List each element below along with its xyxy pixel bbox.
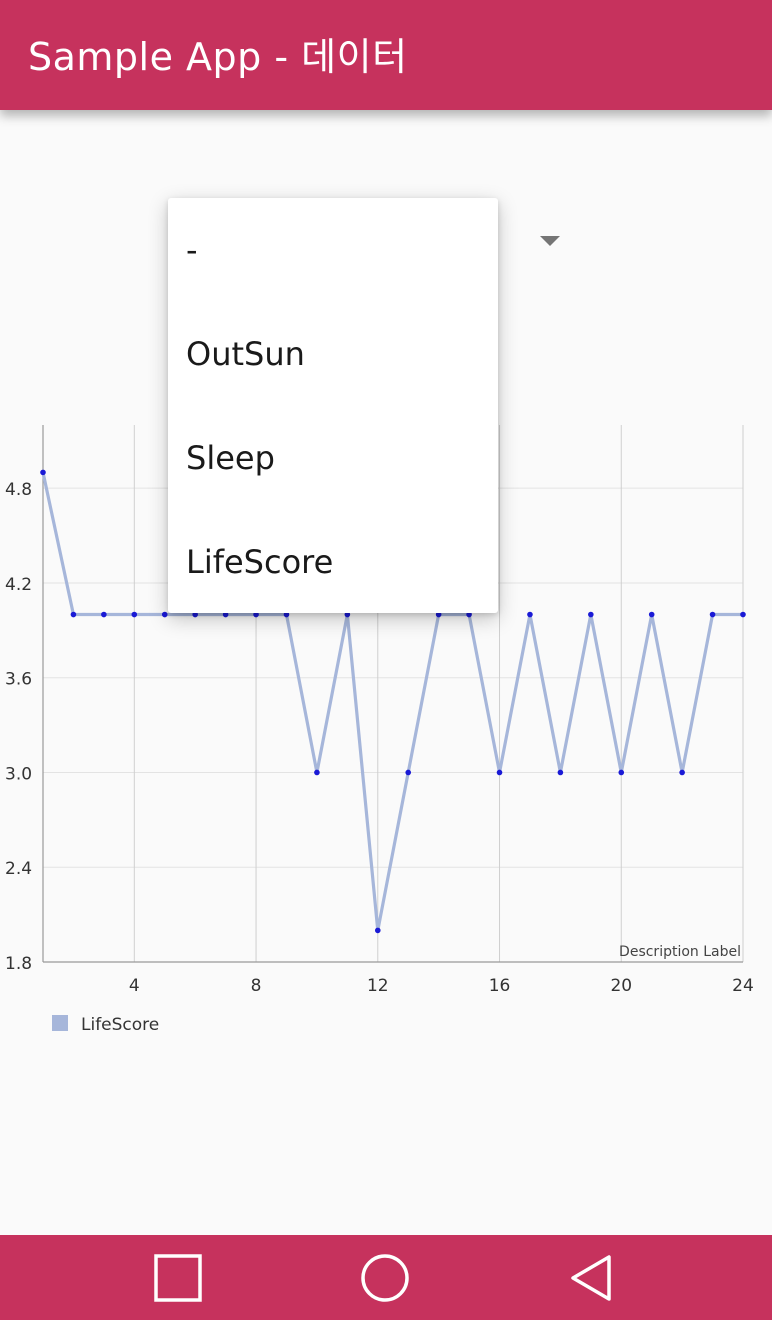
dropdown-option-sleep[interactable]: Sleep — [186, 439, 275, 477]
x-tick-label: 4 — [129, 976, 140, 996]
legend-label: LifeScore — [81, 1015, 159, 1035]
dropdown-option-outsun[interactable]: OutSun — [186, 335, 305, 373]
dropdown-arrow-icon[interactable] — [540, 236, 560, 246]
data-point — [496, 769, 503, 776]
app-bar: Sample App - 데이터 — [0, 0, 772, 110]
y-tick-label: 4.8 — [5, 480, 32, 500]
y-tick-label: 4.2 — [5, 575, 32, 595]
data-point — [435, 611, 442, 618]
data-point — [466, 611, 472, 618]
data-point — [192, 611, 198, 618]
y-tick-label: 2.4 — [5, 859, 32, 879]
legend-swatch — [52, 1015, 68, 1031]
dropdown-menu: - OutSun Sleep LifeScore — [168, 198, 498, 613]
back-button[interactable] — [537, 1235, 647, 1320]
x-tick-label: 24 — [732, 976, 754, 996]
system-nav-bar — [0, 1235, 772, 1320]
dropdown-option-lifescore[interactable]: LifeScore — [186, 543, 334, 581]
home-button[interactable] — [330, 1235, 440, 1320]
y-tick-label: 1.8 — [5, 954, 32, 974]
recents-button[interactable] — [123, 1235, 233, 1320]
data-point — [40, 469, 46, 476]
series-line-lifescore — [41, 472, 743, 933]
data-point — [161, 611, 168, 618]
x-tick-label: 12 — [367, 976, 389, 996]
data-point — [253, 611, 259, 618]
data-point — [70, 611, 77, 618]
triangle-back-icon — [571, 1254, 611, 1301]
dropdown-option-none[interactable]: - — [186, 231, 198, 269]
x-tick-label: 20 — [610, 976, 632, 996]
data-point — [405, 769, 412, 776]
x-tick-label: 16 — [489, 976, 511, 996]
data-point — [557, 769, 564, 776]
square-icon — [154, 1253, 202, 1302]
data-point — [740, 611, 746, 618]
data-point — [374, 927, 381, 934]
data-point — [314, 769, 320, 776]
data-point — [709, 611, 716, 618]
data-point — [679, 769, 685, 776]
data-point — [131, 611, 138, 618]
data-point — [527, 611, 533, 618]
chart-description-label: Description Label — [619, 944, 741, 960]
lifescore-line-chart: 1.8 2.4 3.0 3.6 4.2 4.8 4 8 12 16 20 24 Description … — [5, 425, 754, 1035]
data-point — [283, 611, 290, 618]
data-point — [648, 611, 655, 618]
y-tick-label: 3.6 — [5, 670, 32, 690]
data-point — [588, 611, 594, 618]
app-title: Sample App - 데이터 — [28, 35, 408, 79]
circle-icon — [361, 1253, 409, 1302]
data-point — [222, 611, 229, 618]
data-point — [101, 611, 107, 618]
data-point — [618, 769, 625, 776]
y-tick-label: 3.0 — [5, 764, 32, 784]
data-point — [344, 611, 351, 618]
x-tick-label: 8 — [251, 976, 262, 996]
